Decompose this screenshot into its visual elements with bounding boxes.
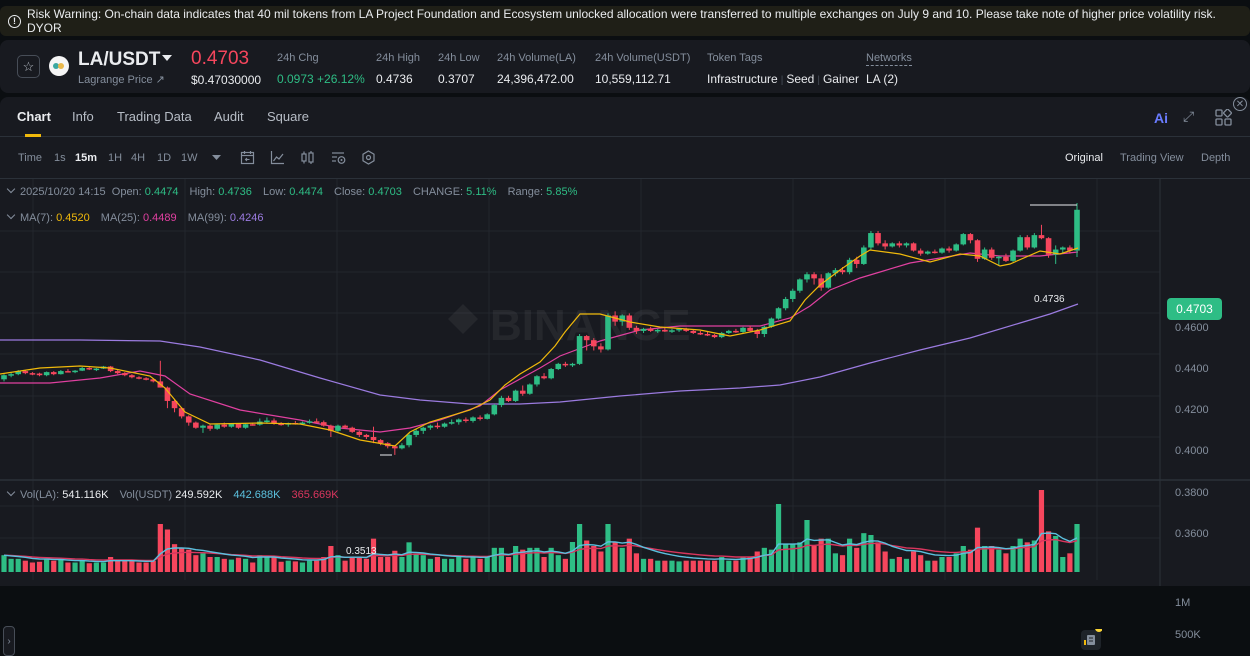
- timeframe-1h[interactable]: 1H: [108, 152, 123, 164]
- chevron-down-icon[interactable]: [6, 210, 16, 220]
- chevron-down-icon[interactable]: [162, 55, 172, 61]
- timeframe-4h[interactable]: 4H: [131, 152, 146, 164]
- calendar-icon[interactable]: [240, 150, 255, 165]
- view-depth[interactable]: Depth: [1201, 152, 1231, 164]
- low-annotation: 0.3513: [346, 546, 377, 557]
- expand-sidebar-handle[interactable]: ›: [3, 626, 15, 656]
- stat-24h-low: 24h Low 0.3707: [438, 52, 480, 86]
- view-original[interactable]: Original: [1065, 152, 1103, 164]
- price-axis-label: 0.4400: [1175, 363, 1209, 375]
- exclamation-circle-icon: !: [8, 14, 21, 28]
- candlestick-chart[interactable]: BINANCE 2025/10/20 14:15 Open: 0.4474 Hi…: [0, 179, 1250, 656]
- notes-icon[interactable]: [1080, 629, 1102, 651]
- expand-icon[interactable]: ⤢: [1183, 108, 1195, 124]
- chart-canvas[interactable]: BINANCE: [0, 179, 1250, 586]
- indicator-icon[interactable]: [270, 150, 285, 165]
- favorite-button[interactable]: ☆: [17, 55, 40, 78]
- hexagon-settings-icon[interactable]: [361, 150, 376, 165]
- volume-axis-label: 500K: [1175, 629, 1201, 641]
- tab-info[interactable]: Info: [72, 109, 94, 124]
- tab-square[interactable]: Square: [267, 109, 309, 124]
- stat-24h-volume-usdt: 24h Volume(USDT) 10,559,112.71: [595, 52, 691, 86]
- ma-legend: MA(7): 0.4520 MA(25): 0.4489 MA(99): 0.4…: [5, 210, 264, 224]
- timeframe-1s[interactable]: 1s: [54, 152, 66, 164]
- stat-24h-change: 24h Chg 0.0973 +26.12%: [277, 52, 365, 86]
- token-tags: Token Tags Infrastructure | Seed | Gainer: [707, 52, 859, 86]
- timeframe-label: Time: [18, 152, 43, 164]
- token-logo: [49, 56, 69, 76]
- price-axis-label: 0.4000: [1175, 445, 1209, 457]
- tab-trading-data[interactable]: Trading Data: [117, 109, 192, 124]
- active-tab-indicator: [25, 134, 41, 137]
- price-axis-label: 0.4600: [1175, 322, 1209, 334]
- volume-axis-label: 1M: [1175, 597, 1191, 609]
- ticker-header: ☆ LA/USDT Lagrange Price ↗ 0.4703 $0.470…: [0, 40, 1250, 93]
- chevron-down-icon[interactable]: [6, 487, 16, 497]
- dropdown-caret-icon[interactable]: [212, 155, 221, 161]
- ohlc-legend: 2025/10/20 14:15 Open: 0.4474 High: 0.47…: [5, 184, 585, 198]
- usd-price: $0.47030000: [191, 73, 262, 87]
- candle-type-icon[interactable]: [300, 150, 315, 165]
- star-icon: ☆: [22, 58, 35, 74]
- chart-toolbar: Time 1s 15m 1H 4H 1D 1W Original Trading…: [0, 137, 1250, 179]
- price-axis-label: 0.4200: [1175, 404, 1209, 416]
- close-circle-icon[interactable]: ✕: [1233, 97, 1247, 111]
- stat-24h-high: 24h High 0.4736: [376, 52, 421, 86]
- price-axis-label: 0.3600: [1175, 528, 1209, 540]
- risk-warning-banner: ! Risk Warning: On-chain data indicates …: [0, 6, 1250, 36]
- layout-grid-icon[interactable]: [1215, 109, 1232, 126]
- timeframe-1w[interactable]: 1W: [181, 152, 198, 164]
- ai-button[interactable]: Ai: [1154, 110, 1168, 126]
- last-price: 0.4703: [191, 48, 250, 69]
- timeframe-15m[interactable]: 15m: [75, 152, 98, 164]
- tag-seed[interactable]: Seed: [786, 72, 815, 86]
- last-price-tag: 0.4703: [1167, 298, 1222, 320]
- svg-text:BINANCE: BINANCE: [490, 301, 690, 350]
- high-annotation: 0.4736: [1034, 294, 1065, 305]
- timeframe-1d[interactable]: 1D: [157, 152, 172, 164]
- tag-gainer[interactable]: Gainer: [822, 72, 859, 86]
- tag-infrastructure[interactable]: Infrastructure: [707, 72, 778, 86]
- stat-24h-volume-la: 24h Volume(LA) 24,396,472.00: [497, 52, 576, 86]
- tab-audit[interactable]: Audit: [214, 109, 244, 124]
- networks[interactable]: Networks LA (2): [866, 52, 912, 86]
- price-axis-label: 0.3800: [1175, 487, 1209, 499]
- view-trading-view[interactable]: Trading View: [1120, 152, 1184, 164]
- panel-tabs: Chart Info Trading Data Audit Square Ai …: [0, 97, 1250, 137]
- tab-chart[interactable]: Chart: [17, 109, 51, 124]
- settings-list-icon[interactable]: [331, 150, 347, 165]
- chart-panel: Chart Info Trading Data Audit Square Ai …: [0, 97, 1250, 656]
- volume-legend: Vol(LA): 541.116K Vol(USDT) 249.592K 442…: [5, 487, 339, 501]
- risk-warning-text: Risk Warning: On-chain data indicates th…: [26, 7, 1216, 35]
- token-info-link[interactable]: Lagrange Price ↗: [78, 74, 165, 86]
- watermark: BINANCE: [448, 301, 690, 350]
- pair-selector[interactable]: LA/USDT: [78, 49, 161, 70]
- chevron-down-icon[interactable]: [6, 184, 16, 194]
